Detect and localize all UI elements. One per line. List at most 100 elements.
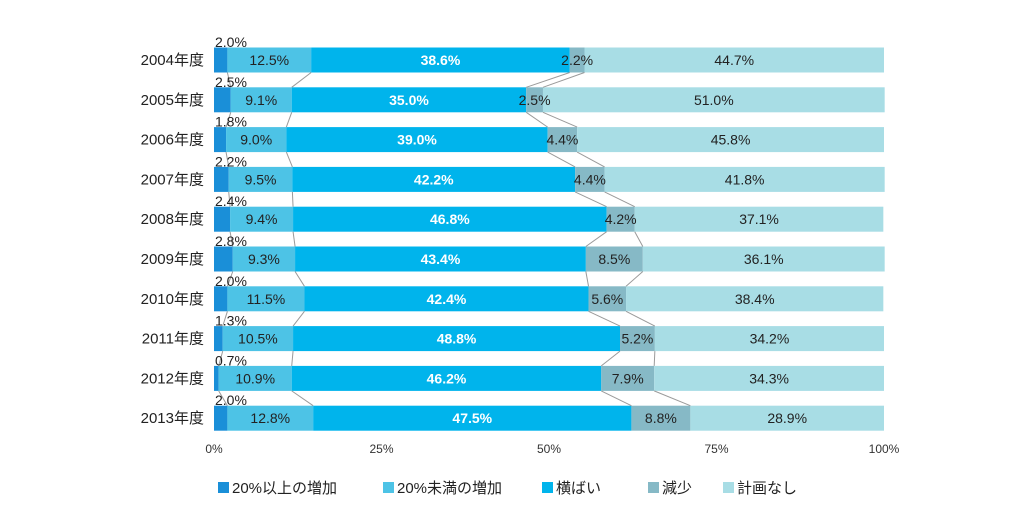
bar-segment-9-4	[601, 365, 655, 391]
series-line-1-7	[222, 311, 228, 327]
segment-label-5-4: 4.2%	[605, 211, 637, 227]
bar-segment-2-5	[542, 87, 885, 113]
bar-segment-8-1	[214, 326, 223, 352]
legend-swatch-2	[383, 482, 394, 493]
series-line-1-3	[225, 152, 230, 167]
segment-label-3-3: 39.0%	[397, 132, 437, 148]
series-line-1-2	[225, 112, 232, 128]
series-line-3-9	[601, 390, 632, 407]
segment-label-1-1: 2.0%	[215, 34, 247, 50]
legend-swatch-5	[723, 482, 734, 493]
segment-label-5-3: 46.8%	[430, 211, 470, 227]
series-line-3-3	[547, 151, 576, 168]
bar-segment-1-2	[227, 47, 312, 73]
series-line-2-5	[292, 231, 296, 247]
bar-segment-5-4	[606, 206, 635, 232]
x-tick-label-4: 75%	[704, 442, 728, 456]
segment-label-4-3: 42.2%	[414, 171, 454, 187]
bar-segment-4-4	[575, 166, 605, 192]
bar-segment-3-4	[547, 127, 578, 153]
segment-label-8-5: 34.2%	[750, 331, 790, 347]
category-label-2: 2005年度	[141, 92, 204, 109]
bar-segment-5-2	[230, 206, 294, 232]
bar-segment-2-1	[214, 87, 231, 113]
bar-segment-8-2	[222, 326, 294, 352]
segment-label-3-1: 1.8%	[215, 114, 247, 130]
segment-label-7-1: 2.0%	[215, 273, 247, 289]
series-line-2-3	[285, 151, 293, 168]
category-label-1: 2004年度	[141, 52, 204, 69]
series-line-4-1	[542, 72, 585, 88]
legend-label-5: 計画なし	[737, 480, 797, 497]
segment-label-10-4: 8.8%	[645, 410, 677, 426]
series-line-3-4	[574, 191, 607, 208]
legend-swatch-1	[218, 482, 229, 493]
segment-label-4-5: 41.8%	[725, 171, 765, 187]
series-line-2-6	[294, 271, 305, 287]
segment-label-7-3: 42.4%	[427, 291, 467, 307]
segment-label-1-3: 38.6%	[421, 52, 461, 68]
series-line-1-5	[229, 231, 234, 247]
series-line-1-6	[226, 271, 234, 287]
x-tick-label-5: 100%	[869, 442, 900, 456]
legend-swatch-4	[648, 482, 659, 493]
legend-swatch-3	[542, 482, 553, 493]
bar-segment-10-1	[214, 405, 228, 431]
bar-segment-6-1	[214, 246, 233, 272]
segment-label-7-4: 5.6%	[591, 291, 623, 307]
series-line-2-1	[291, 72, 312, 88]
bar-segment-2-3	[291, 87, 527, 113]
segment-label-10-3: 47.5%	[452, 410, 492, 426]
series-line-2-8	[291, 351, 294, 366]
segment-label-9-4: 7.9%	[612, 370, 644, 386]
series-line-2-2	[285, 112, 293, 128]
x-tick-label-1: 0%	[205, 442, 223, 456]
bar-segment-2-4	[526, 87, 543, 113]
bar-segment-3-2	[226, 127, 287, 153]
bar-segment-2-2	[230, 87, 292, 113]
series-line-3-5	[585, 231, 607, 247]
segment-label-6-5: 36.1%	[744, 251, 784, 267]
segment-label-6-3: 43.4%	[421, 251, 461, 267]
segment-label-5-1: 2.4%	[215, 193, 247, 209]
bar-segment-8-4	[620, 326, 655, 352]
bar-segment-4-5	[604, 166, 885, 192]
segment-label-10-1: 2.0%	[215, 392, 247, 408]
bar-segment-6-4	[585, 246, 643, 272]
category-label-4: 2007年度	[141, 171, 204, 188]
series-line-3-1	[526, 72, 570, 88]
category-label-8: 2011年度	[142, 331, 204, 348]
category-label-10: 2013年度	[141, 410, 204, 427]
segment-label-7-5: 38.4%	[735, 291, 775, 307]
bar-segment-3-3	[286, 127, 548, 153]
series-line-4-8	[653, 351, 656, 366]
series-line-1-9	[218, 390, 228, 406]
category-label-9: 2012年度	[141, 370, 204, 387]
series-line-3-7	[588, 310, 621, 327]
segment-label-5-5: 37.1%	[739, 211, 779, 227]
bar-segment-9-3	[291, 365, 602, 391]
segment-label-6-2: 9.3%	[248, 251, 280, 267]
series-line-4-2	[542, 111, 578, 128]
category-label-7: 2010年度	[141, 291, 204, 308]
bar-segment-7-2	[227, 286, 305, 312]
series-line-4-9	[654, 390, 691, 407]
segment-label-9-2: 10.9%	[235, 370, 275, 386]
segment-label-2-2: 9.1%	[245, 92, 277, 108]
legend-label-2: 20%未満の増加	[397, 480, 502, 497]
bar-segment-6-2	[232, 246, 296, 272]
segment-label-1-5: 44.7%	[714, 52, 754, 68]
segment-label-1-2: 12.5%	[249, 52, 289, 68]
segment-label-2-1: 2.5%	[215, 74, 247, 90]
category-label-6: 2009年度	[141, 251, 204, 268]
segment-label-4-2: 9.5%	[245, 171, 277, 187]
bar-segment-10-2	[227, 405, 314, 431]
series-line-2-4	[291, 191, 294, 207]
category-label-5: 2008年度	[141, 211, 204, 228]
series-line-2-7	[292, 310, 305, 327]
segment-label-6-1: 2.8%	[215, 233, 247, 249]
segment-label-8-3: 48.8%	[437, 331, 477, 347]
x-tick-label-3: 50%	[537, 442, 561, 456]
bar-segment-3-5	[577, 127, 884, 153]
